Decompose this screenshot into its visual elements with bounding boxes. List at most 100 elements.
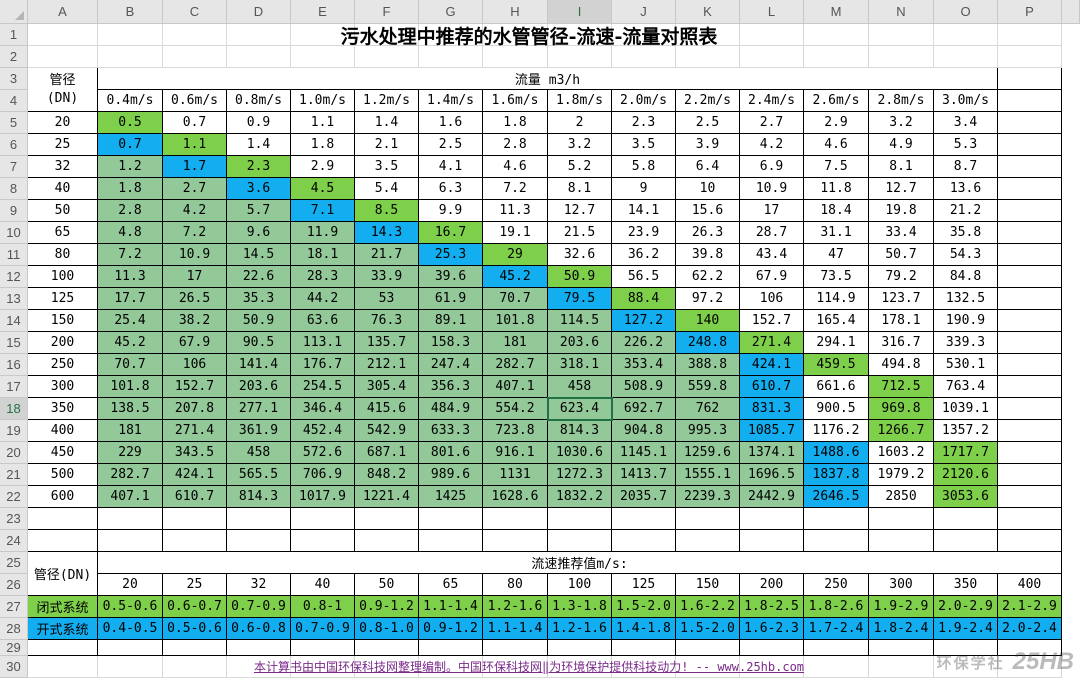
flow-value[interactable]: 9.9 — [419, 200, 483, 222]
flow-value[interactable]: 7.2 — [163, 222, 227, 244]
flow-value[interactable]: 4.1 — [419, 156, 483, 178]
flow-value[interactable]: 113.1 — [291, 332, 355, 354]
column-header-H[interactable]: H — [483, 0, 548, 24]
grid-cell[interactable] — [28, 46, 98, 68]
flow-value[interactable]: 39.6 — [419, 266, 483, 288]
empty-cell[interactable] — [419, 508, 483, 530]
flow-value[interactable]: 692.7 — [612, 398, 676, 420]
flow-value[interactable]: 54.3 — [934, 244, 998, 266]
flow-value[interactable]: 207.8 — [163, 398, 227, 420]
grid-cell[interactable] — [612, 46, 676, 68]
flow-value[interactable]: 35.3 — [227, 288, 291, 310]
empty-cell[interactable] — [98, 640, 163, 656]
grid-cell[interactable] — [355, 46, 419, 68]
flow-value[interactable]: 26.5 — [163, 288, 227, 310]
empty-cell[interactable] — [998, 156, 1062, 178]
dn-value[interactable]: 200 — [28, 332, 98, 354]
grid-cell[interactable] — [869, 46, 934, 68]
flow-value[interactable]: 3.9 — [676, 134, 740, 156]
dn-value[interactable]: 150 — [28, 310, 98, 332]
grid-cell[interactable] — [291, 656, 355, 678]
flow-value[interactable]: 7.5 — [804, 156, 869, 178]
flow-value[interactable]: 969.8 — [869, 398, 934, 420]
flow-value[interactable]: 203.6 — [548, 332, 612, 354]
flow-value[interactable]: 610.7 — [740, 376, 804, 398]
flow-value[interactable]: 7.1 — [291, 200, 355, 222]
flow-value[interactable]: 8.1 — [548, 178, 612, 200]
empty-cell[interactable] — [483, 640, 548, 656]
empty-cell[interactable] — [483, 530, 548, 552]
flow-value[interactable]: 31.1 — [804, 222, 869, 244]
column-header-C[interactable]: C — [163, 0, 227, 24]
flow-value[interactable]: 318.1 — [548, 354, 612, 376]
flow-value[interactable]: 3.4 — [934, 112, 998, 134]
column-header-M[interactable]: M — [804, 0, 869, 24]
flow-value[interactable]: 90.5 — [227, 332, 291, 354]
row-header-27[interactable]: 27 — [0, 596, 28, 618]
empty-cell[interactable] — [227, 508, 291, 530]
flow-value[interactable]: 407.1 — [483, 376, 548, 398]
grid-cell[interactable] — [163, 656, 227, 678]
flow-value[interactable]: 132.5 — [934, 288, 998, 310]
grid-cell[interactable] — [291, 46, 355, 68]
grid-cell[interactable] — [28, 24, 98, 46]
empty-cell[interactable] — [934, 530, 998, 552]
grid-cell[interactable] — [548, 24, 612, 46]
empty-cell[interactable] — [869, 640, 934, 656]
flow-value[interactable]: 1837.8 — [804, 464, 869, 486]
dn-value[interactable]: 450 — [28, 442, 98, 464]
flow-value[interactable]: 1176.2 — [804, 420, 869, 442]
empty-cell[interactable] — [998, 90, 1062, 112]
flow-value[interactable]: 70.7 — [98, 354, 163, 376]
flow-value[interactable]: 1.4 — [355, 112, 419, 134]
flow-value[interactable]: 203.6 — [227, 376, 291, 398]
dn-value[interactable]: 50 — [355, 574, 419, 596]
closed-system-value[interactable]: 1.1-1.4 — [419, 596, 483, 618]
empty-cell[interactable] — [163, 530, 227, 552]
flow-value[interactable]: 26.3 — [676, 222, 740, 244]
flow-value[interactable]: 3.5 — [612, 134, 676, 156]
flow-value[interactable]: 16.7 — [419, 222, 483, 244]
flow-value[interactable]: 2.3 — [227, 156, 291, 178]
flow-value[interactable]: 14.5 — [227, 244, 291, 266]
grid-cell[interactable] — [548, 656, 612, 678]
flow-value[interactable]: 229 — [98, 442, 163, 464]
flow-value[interactable]: 305.4 — [355, 376, 419, 398]
flow-value[interactable]: 9.6 — [227, 222, 291, 244]
flow-value[interactable]: 19.1 — [483, 222, 548, 244]
grid-cell[interactable] — [804, 656, 869, 678]
flow-value[interactable]: 88.4 — [612, 288, 676, 310]
flow-value[interactable]: 181 — [98, 420, 163, 442]
flow-value[interactable]: 33.9 — [355, 266, 419, 288]
row-header-6[interactable]: 6 — [0, 134, 28, 156]
flow-value[interactable]: 508.9 — [612, 376, 676, 398]
empty-cell[interactable] — [998, 310, 1062, 332]
flow-value[interactable]: 904.8 — [612, 420, 676, 442]
flow-value[interactable]: 176.7 — [291, 354, 355, 376]
flow-value[interactable]: 559.8 — [676, 376, 740, 398]
grid-cell[interactable] — [804, 46, 869, 68]
closed-system-value[interactable]: 1.9-2.9 — [869, 596, 934, 618]
flow-value[interactable]: 1145.1 — [612, 442, 676, 464]
empty-cell[interactable] — [28, 640, 98, 656]
flow-value[interactable]: 1039.1 — [934, 398, 998, 420]
empty-cell[interactable] — [934, 508, 998, 530]
flow-value[interactable]: 135.7 — [355, 332, 419, 354]
grid-cell[interactable] — [98, 24, 163, 46]
flow-value[interactable]: 8.1 — [869, 156, 934, 178]
flow-value[interactable]: 2.5 — [419, 134, 483, 156]
flow-value[interactable]: 1717.7 — [934, 442, 998, 464]
dn-value[interactable]: 150 — [676, 574, 740, 596]
flow-value[interactable]: 79.2 — [869, 266, 934, 288]
flow-value[interactable]: 1.2 — [98, 156, 163, 178]
grid-cell[interactable] — [998, 24, 1062, 46]
row-header-4[interactable]: 4 — [0, 90, 28, 112]
flow-value[interactable]: 97.2 — [676, 288, 740, 310]
dn-value[interactable]: 65 — [28, 222, 98, 244]
flow-value[interactable]: 7.2 — [98, 244, 163, 266]
grid-cell[interactable] — [998, 656, 1062, 678]
empty-cell[interactable] — [227, 640, 291, 656]
flow-value[interactable]: 10.9 — [163, 244, 227, 266]
empty-cell[interactable] — [998, 464, 1062, 486]
flow-value[interactable]: 5.7 — [227, 200, 291, 222]
